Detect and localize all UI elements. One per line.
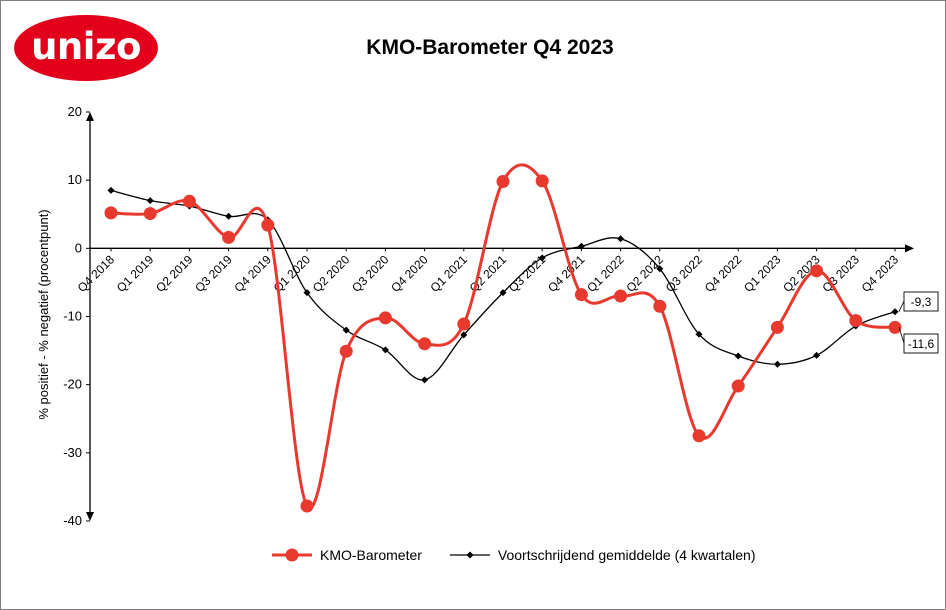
barometer-point <box>888 320 902 334</box>
x-category-label: Q2 2022 <box>623 252 666 295</box>
moving-average-point <box>421 376 429 384</box>
legend-item-barometer: KMO-Barometer <box>270 547 422 563</box>
x-category-label: Q2 2019 <box>153 252 196 295</box>
y-tick-label: -10 <box>63 309 82 324</box>
y-tick-label: -30 <box>63 445 82 460</box>
barometer-point <box>574 288 588 302</box>
y-axis-title: % positief - % negatief (procentpunt) <box>36 209 51 419</box>
x-category-label: Q4 2019 <box>231 252 274 295</box>
x-category-label: Q3 2023 <box>819 252 862 295</box>
barometer-point <box>418 337 432 351</box>
moving-average-point <box>813 351 821 359</box>
moving-average-point <box>734 352 742 360</box>
barometer-point <box>810 264 824 278</box>
moving-average-callout-text: -9,3 <box>911 295 932 309</box>
barometer-point <box>457 317 471 331</box>
barometer-point <box>143 207 157 221</box>
y-tick-label: 10 <box>68 172 82 187</box>
chart-title: KMO-Barometer Q4 2023 <box>366 36 614 59</box>
legend-item-moving-average: Voortschrijdend gemiddelde (4 kwartalen) <box>448 547 756 563</box>
moving-average-point <box>695 330 703 338</box>
x-category-label: Q4 2020 <box>388 252 431 295</box>
moving-average-point <box>499 289 507 297</box>
moving-average-point <box>538 254 546 262</box>
y-tick-label: 0 <box>75 240 82 255</box>
moving-average-point <box>146 197 154 205</box>
moving-average-point <box>656 265 664 273</box>
moving-average-point <box>460 331 468 339</box>
barometer-point <box>770 320 784 334</box>
x-category-label: Q4 2018 <box>75 252 118 295</box>
barometer-point <box>261 218 275 232</box>
barometer-point <box>535 174 549 188</box>
barometer-line <box>110 163 896 510</box>
barometer-point <box>653 299 667 313</box>
x-category-label: Q2 2021 <box>467 252 510 295</box>
moving-average-point <box>577 242 585 250</box>
moving-average-point <box>891 308 899 316</box>
logo-text: unizo <box>31 25 141 68</box>
x-category-label: Q3 2019 <box>192 252 235 295</box>
barometer-callout-text: -11,6 <box>908 337 935 351</box>
moving-average-point <box>107 186 115 194</box>
x-category-label: Q2 2020 <box>310 252 353 295</box>
moving-average-point <box>225 212 233 220</box>
legend-swatch-moving-average <box>449 551 490 559</box>
barometer-point <box>849 314 863 328</box>
x-category-label: Q1 2021 <box>427 252 470 295</box>
x-category-label: Q3 2022 <box>663 252 706 295</box>
x-category-label: Q1 2022 <box>584 252 627 295</box>
barometer-callout-leader <box>898 327 905 344</box>
legend-swatch-barometer <box>272 548 312 562</box>
barometer-point <box>104 206 118 220</box>
moving-average-callout-leader <box>898 300 905 312</box>
legend-label-moving-average: Voortschrijdend gemiddelde (4 kwartalen) <box>497 547 756 563</box>
x-category-label: Q4 2022 <box>702 252 745 295</box>
moving-average-point <box>381 346 389 354</box>
y-tick-label: 20 <box>68 104 82 119</box>
barometer-point <box>614 289 628 303</box>
legend: KMO-Barometer Voortschrijdend gemiddelde… <box>270 543 756 567</box>
moving-average-point <box>342 326 350 334</box>
barometer-point <box>496 175 510 189</box>
moving-average-point <box>303 289 311 297</box>
barometer-point <box>731 379 745 393</box>
unizo-logo: unizo <box>13 14 159 82</box>
y-axis-arrow-top <box>86 112 94 121</box>
y-tick-label: -20 <box>63 377 82 392</box>
barometer-point <box>378 311 392 325</box>
y-axis-arrow-bottom <box>86 512 94 521</box>
moving-average-point <box>773 360 781 368</box>
y-tick-label: -40 <box>63 513 82 528</box>
legend-label-barometer: KMO-Barometer <box>320 547 422 563</box>
x-axis-arrow <box>905 244 914 253</box>
barometer-point <box>339 344 353 358</box>
moving-average-point <box>617 235 625 243</box>
barometer-point <box>222 230 236 244</box>
barometer-callout-box <box>903 333 939 354</box>
barometer-point <box>182 194 196 208</box>
barometer-point <box>692 429 706 443</box>
moving-average-callout-box <box>903 291 939 312</box>
x-category-label: Q1 2019 <box>114 252 157 295</box>
x-category-label: Q4 2023 <box>859 252 902 295</box>
x-category-label: Q1 2023 <box>741 252 784 295</box>
barometer-point <box>300 499 314 513</box>
x-category-label: Q3 2020 <box>349 252 392 295</box>
